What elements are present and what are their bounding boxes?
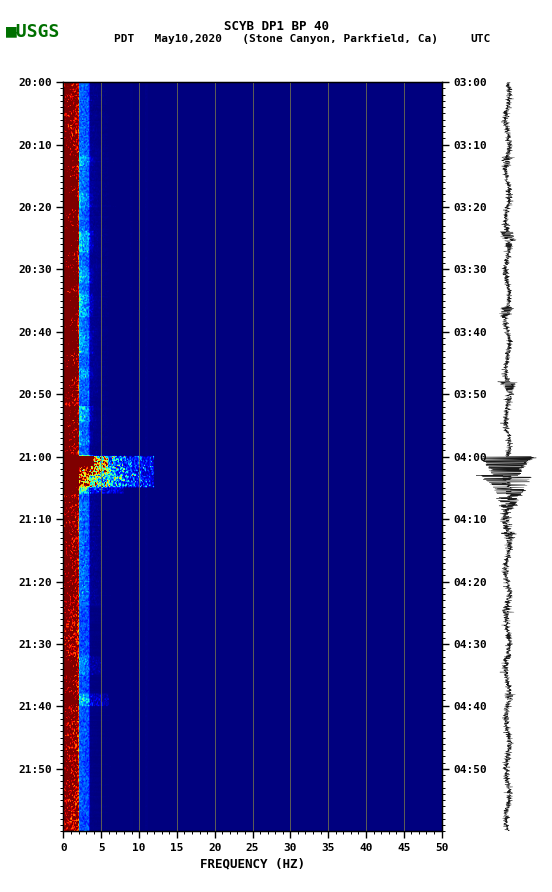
Text: UTC: UTC — [470, 34, 490, 44]
X-axis label: FREQUENCY (HZ): FREQUENCY (HZ) — [200, 857, 305, 871]
Text: PDT   May10,2020   (Stone Canyon, Parkfield, Ca): PDT May10,2020 (Stone Canyon, Parkfield,… — [114, 34, 438, 44]
Text: SCYB DP1 BP 40: SCYB DP1 BP 40 — [224, 20, 328, 33]
Text: ■USGS: ■USGS — [6, 22, 60, 40]
